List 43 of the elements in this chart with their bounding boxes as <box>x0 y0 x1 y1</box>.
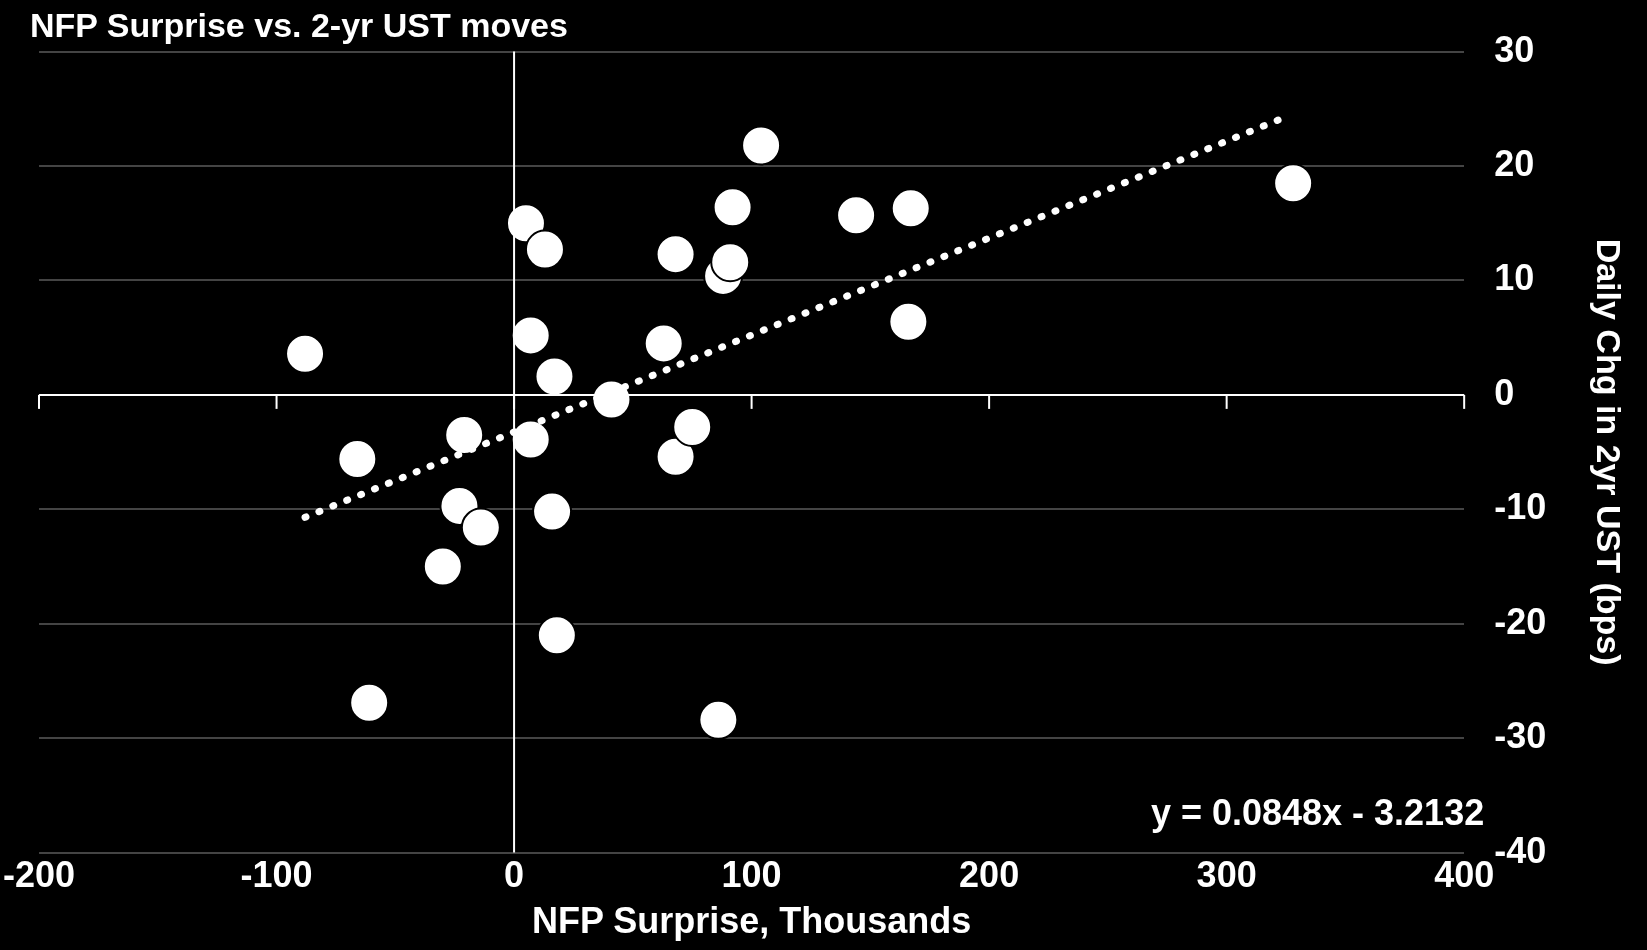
x-tick-label: 400 <box>1434 854 1495 896</box>
point <box>510 419 551 460</box>
point <box>532 491 573 532</box>
chart-title: NFP Surprise vs. 2-yr UST moves <box>30 5 568 44</box>
point <box>741 125 782 166</box>
point <box>836 195 877 236</box>
x-tick-label: -100 <box>240 854 313 896</box>
x-tick-label: 300 <box>1196 854 1257 896</box>
point <box>672 406 713 447</box>
point <box>349 682 390 723</box>
point <box>422 546 463 587</box>
x-axis-title: NFP Surprise, Thousands <box>531 900 972 942</box>
y-tick-label: -20 <box>1494 600 1547 642</box>
point <box>1273 163 1314 204</box>
y-tick-label: 30 <box>1494 28 1535 70</box>
y-tick-label: 10 <box>1494 257 1535 299</box>
point <box>698 699 739 740</box>
x-tick-label: 100 <box>721 854 782 896</box>
y-tick-label: -30 <box>1494 715 1547 757</box>
point <box>524 229 565 270</box>
point <box>888 301 929 342</box>
point <box>655 436 696 477</box>
point <box>460 507 501 548</box>
x-tick-label: -200 <box>3 854 76 896</box>
point <box>285 333 326 374</box>
y-tick-label: 20 <box>1494 142 1535 184</box>
point <box>510 315 551 356</box>
y-axis-title: Daily Chg in 2yr UST (bps) <box>1590 238 1629 666</box>
point <box>643 323 684 364</box>
x-tick-label: 200 <box>959 854 1020 896</box>
point <box>655 234 696 275</box>
point <box>534 356 575 397</box>
point <box>890 188 931 229</box>
point <box>536 615 577 656</box>
y-tick-label: 0 <box>1494 371 1515 413</box>
y-tick-label: -40 <box>1494 829 1547 871</box>
point <box>337 438 378 479</box>
point <box>712 187 753 228</box>
x-tick-label: 0 <box>504 854 525 896</box>
point <box>444 414 485 455</box>
annotation: y = 0.0848x - 3.2132 <box>1150 791 1485 833</box>
point <box>710 242 751 283</box>
y-tick-label: -10 <box>1494 486 1547 528</box>
